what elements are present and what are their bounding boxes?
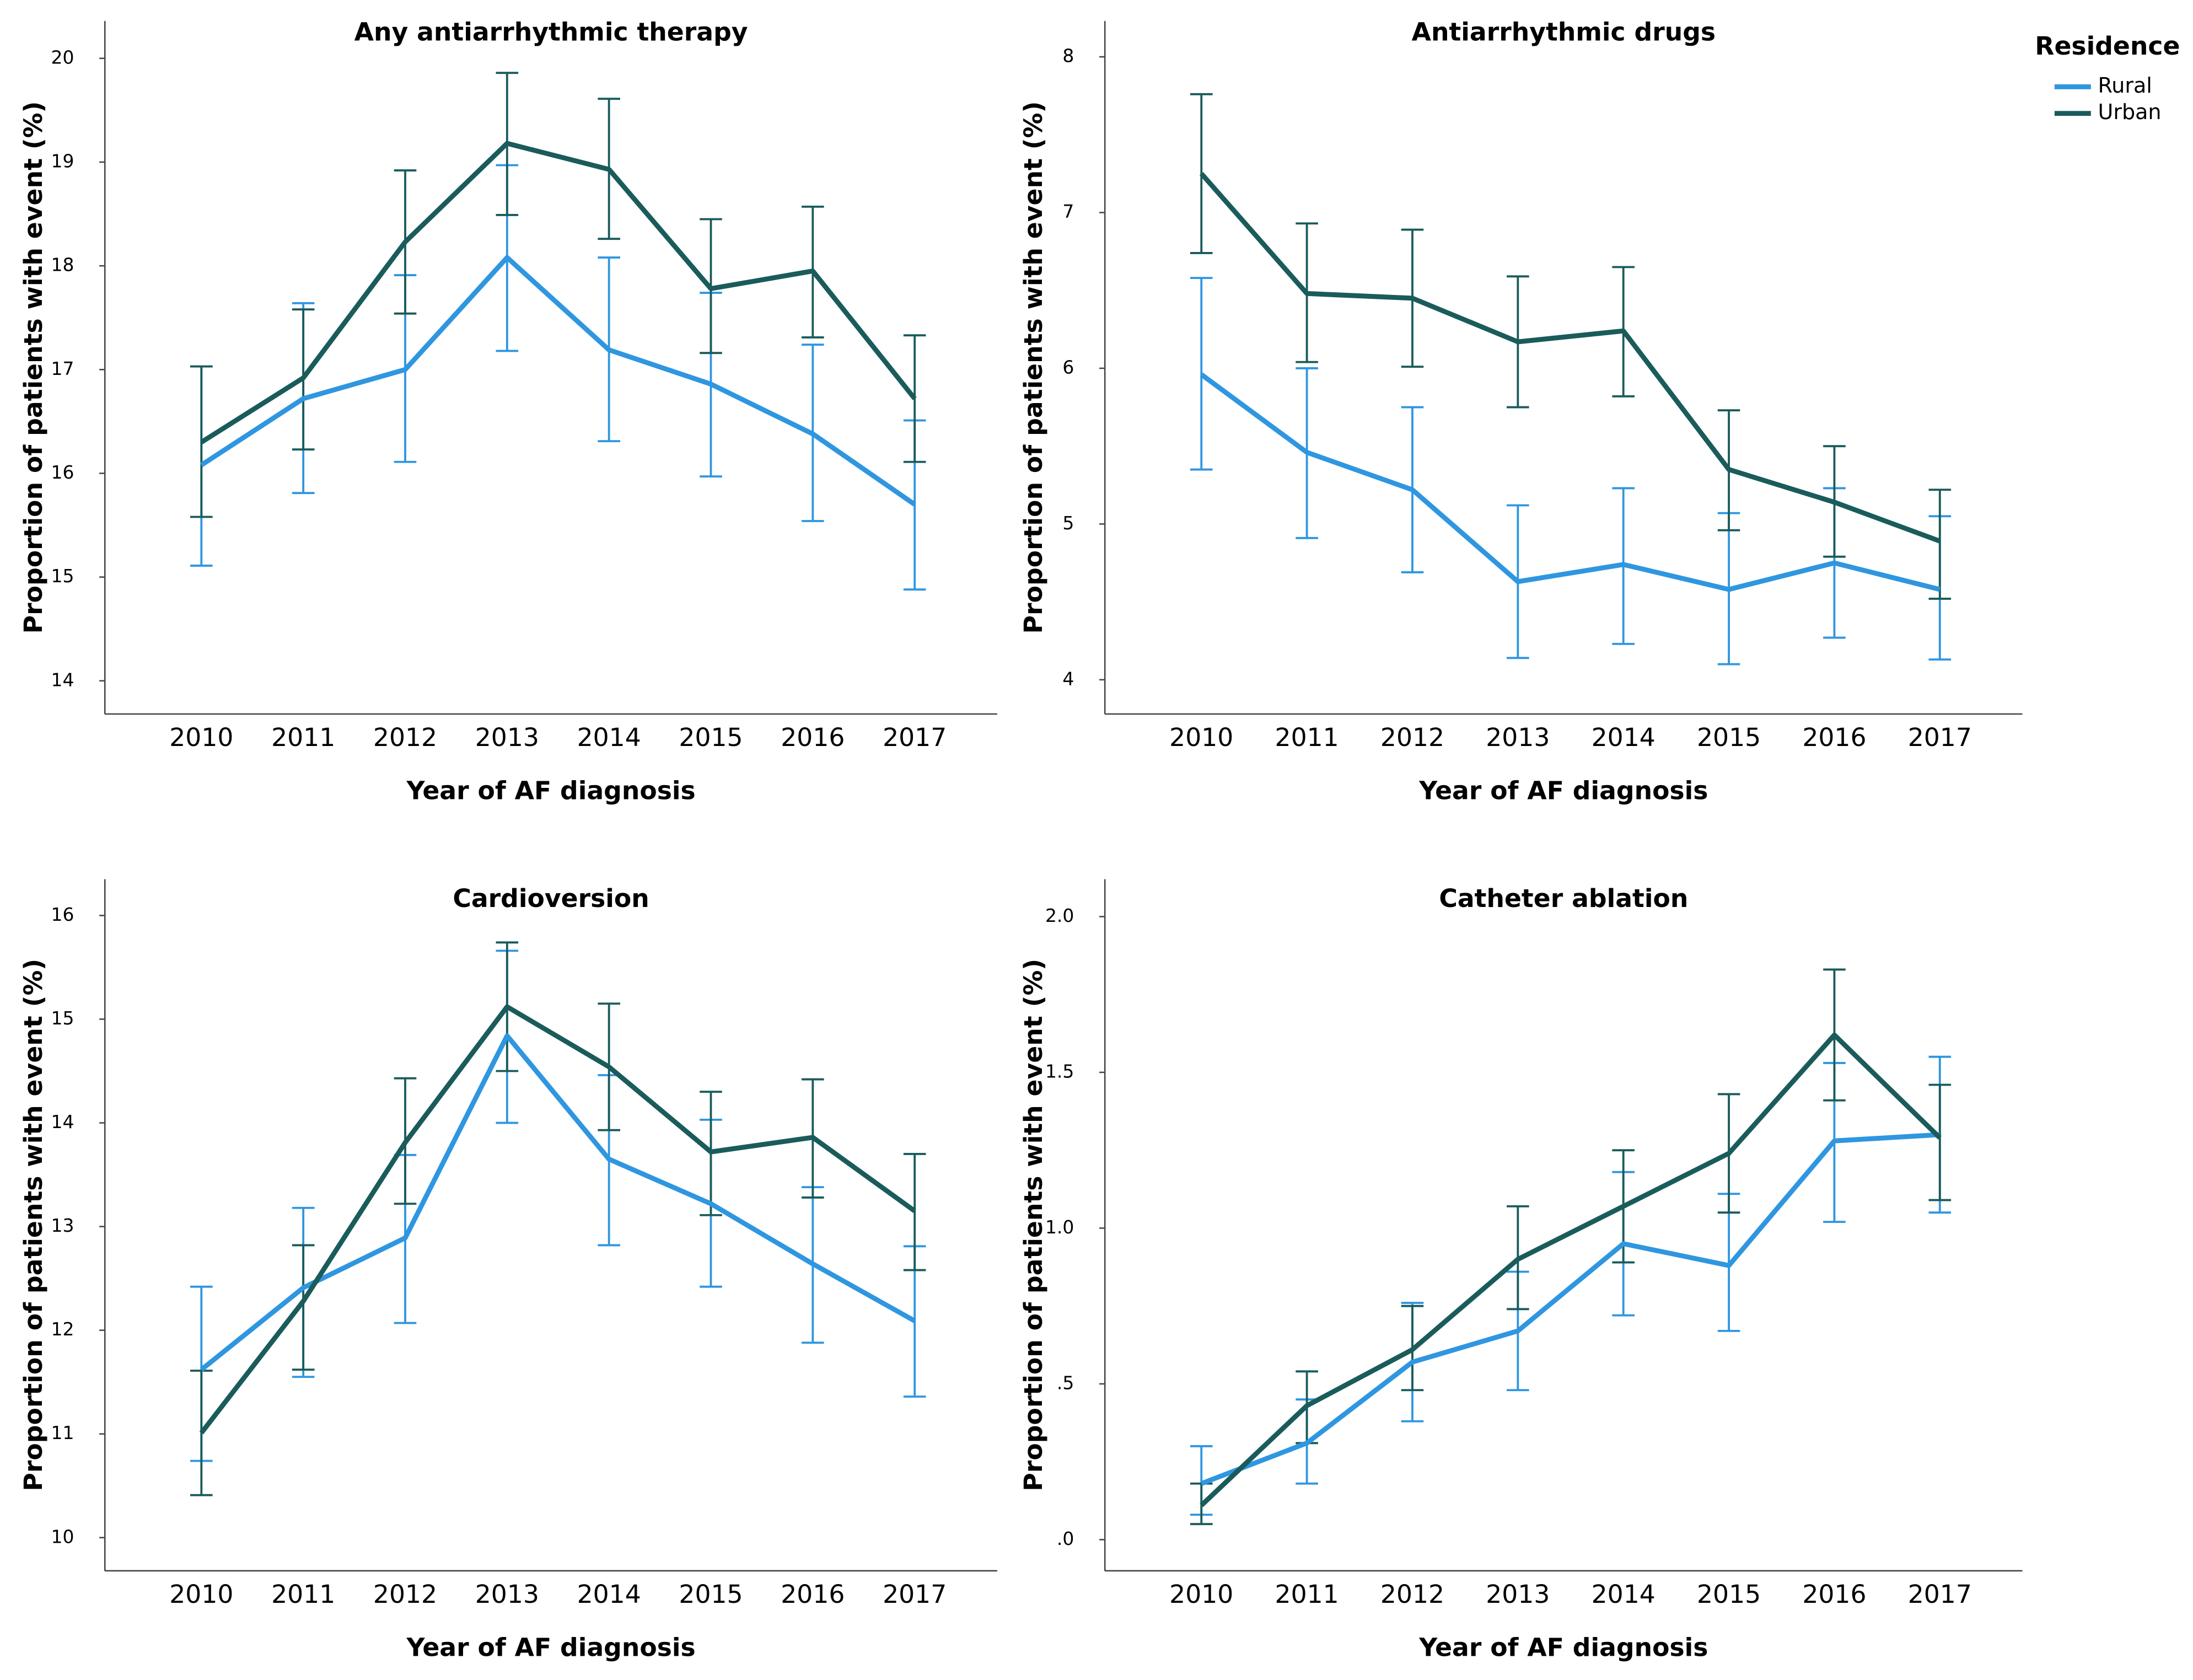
y-axis-title: Proportion of patients with event (%) <box>19 101 48 634</box>
x-tick-label: 2014 <box>577 723 641 752</box>
error-bar <box>1928 1083 1952 1201</box>
y-tick-label: 18 <box>51 254 74 276</box>
y-tick-label: 10 <box>51 1526 74 1547</box>
error-bar <box>903 334 926 463</box>
y-axis-title: Proportion of patients with event (%) <box>19 959 48 1491</box>
x-tick-label: 2017 <box>1908 1580 1972 1609</box>
y-tick-label: 1.0 <box>1045 1216 1074 1238</box>
legend-title: Residence <box>2035 31 2180 61</box>
error-bar <box>1928 489 1952 600</box>
y-tick-label: 11 <box>51 1422 74 1443</box>
y-axis-title: Proportion of patients with event (%) <box>1019 101 1048 634</box>
y-tick-label: 5 <box>1062 512 1074 534</box>
chart-title: Antiarrhythmic drugs <box>1412 17 1716 46</box>
x-tick-label: 2015 <box>679 723 743 752</box>
x-tick-label: 2014 <box>577 1580 641 1609</box>
error-bar <box>1190 277 1213 471</box>
y-tick-label: 16 <box>51 904 74 925</box>
x-axis-title: Year of AF diagnosis <box>406 776 695 806</box>
y-tick-label: .0 <box>1057 1528 1074 1549</box>
x-tick-label: 2014 <box>1592 1580 1656 1609</box>
chart-title: Catheter ablation <box>1439 884 1688 913</box>
series-line <box>1199 171 1941 544</box>
x-axis-title: Year of AF diagnosis <box>1418 776 1708 806</box>
x-tick-label: 2012 <box>373 1580 437 1609</box>
x-tick-label: 2016 <box>1802 1580 1866 1609</box>
series-line <box>1200 1032 1942 1507</box>
y-tick-label: .5 <box>1057 1372 1074 1393</box>
series-line <box>200 1033 916 1372</box>
x-tick-label: 2015 <box>1697 1580 1761 1609</box>
y-tick-label: 4 <box>1062 668 1074 689</box>
x-tick-label: 2010 <box>169 1580 233 1609</box>
x-tick-label: 2011 <box>271 723 335 752</box>
y-tick-label: 15 <box>51 565 74 587</box>
x-tick-label: 2016 <box>781 723 845 752</box>
y-axis-title: Proportion of patients with event (%) <box>1019 959 1048 1491</box>
y-tick-label: 6 <box>1062 356 1074 378</box>
series-line <box>200 141 917 444</box>
x-tick-label: 2012 <box>373 723 437 752</box>
error-bar <box>292 1244 315 1371</box>
y-tick-label: 19 <box>51 150 74 171</box>
legend-label: Urban <box>2098 100 2161 124</box>
x-tick-label: 2011 <box>271 1580 335 1609</box>
x-tick-label: 2013 <box>1486 723 1550 752</box>
y-tick-label: 8 <box>1062 45 1074 67</box>
x-tick-label: 2013 <box>475 1580 539 1609</box>
y-tick-label: 14 <box>51 669 74 690</box>
x-tick-label: 2017 <box>1908 723 1972 752</box>
y-tick-label: 17 <box>51 358 74 379</box>
y-tick-label: 1.5 <box>1045 1060 1074 1082</box>
y-tick-label: 2.0 <box>1045 905 1074 926</box>
x-tick-label: 2016 <box>1802 723 1866 752</box>
series-line <box>1200 1132 1941 1486</box>
y-tick-label: 16 <box>51 461 74 483</box>
x-tick-label: 2017 <box>883 1580 947 1609</box>
x-tick-label: 2010 <box>1169 723 1233 752</box>
x-tick-label: 2012 <box>1380 1580 1444 1609</box>
y-tick-label: 20 <box>51 46 74 68</box>
x-tick-label: 2015 <box>679 1580 743 1609</box>
x-tick-label: 2015 <box>1697 723 1761 752</box>
series-line <box>1200 372 1941 592</box>
series-line <box>199 1004 916 1435</box>
x-tick-label: 2012 <box>1380 723 1444 752</box>
y-tick-label: 7 <box>1062 201 1074 222</box>
chart-title: Any antiarrhythmic therapy <box>354 17 748 46</box>
chart-title: Cardioversion <box>453 884 649 913</box>
x-tick-label: 2011 <box>1275 1580 1339 1609</box>
legend-label: Rural <box>2098 73 2152 98</box>
y-tick-label: 14 <box>51 1111 74 1132</box>
error-bar <box>903 1153 926 1271</box>
x-axis-title: Year of AF diagnosis <box>406 1633 695 1662</box>
y-tick-label: 15 <box>51 1007 74 1029</box>
error-bar <box>190 1370 213 1496</box>
x-tick-label: 2013 <box>1486 1580 1550 1609</box>
x-tick-label: 2010 <box>1169 1580 1233 1609</box>
x-tick-label: 2013 <box>475 723 539 752</box>
x-tick-label: 2011 <box>1275 723 1339 752</box>
x-tick-label: 2010 <box>169 723 233 752</box>
x-tick-label: 2017 <box>883 723 947 752</box>
x-tick-label: 2014 <box>1592 723 1656 752</box>
y-tick-label: 13 <box>51 1215 74 1236</box>
series-line <box>200 255 916 507</box>
x-axis-title: Year of AF diagnosis <box>1418 1633 1708 1662</box>
y-tick-label: 12 <box>51 1318 74 1340</box>
x-tick-label: 2016 <box>781 1580 845 1609</box>
